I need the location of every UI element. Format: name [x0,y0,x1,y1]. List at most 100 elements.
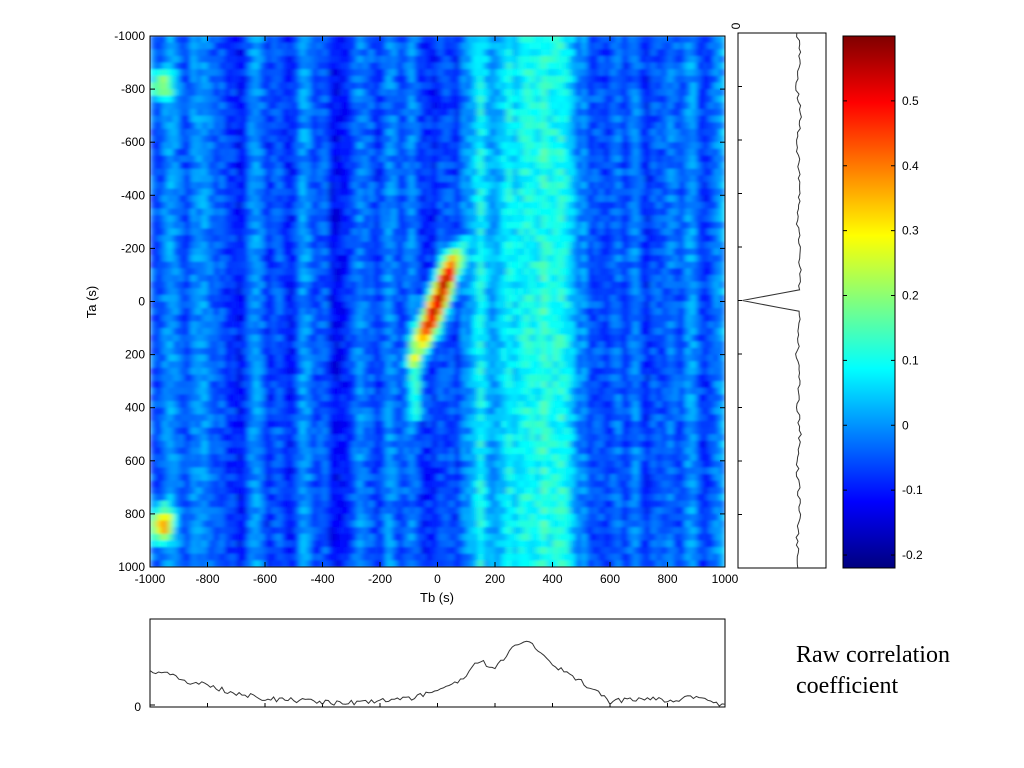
heatmap-cell [650,82,657,90]
heatmap-cell [219,148,226,157]
heatmap-cell [506,69,513,77]
heatmap-cell [621,314,628,323]
heatmap-cell [512,148,519,157]
heatmap-cell [213,221,220,230]
heatmap-cell [253,142,260,150]
heatmap-cell [270,328,278,336]
heatmap-cell [575,328,582,336]
heatmap-cell [587,308,594,316]
heatmap-cell [495,221,502,230]
heatmap-cell [460,241,467,249]
heatmap-cell [598,155,605,163]
heatmap-cell [322,281,329,289]
heatmap-cell [322,148,329,157]
heatmap-cell [431,228,439,236]
heatmap-cell [196,75,203,84]
heatmap-cell [592,215,600,223]
heatmap-cell [633,241,640,249]
heatmap-cell [270,301,278,309]
heatmap-cell [472,235,479,243]
heatmap-cell [328,109,335,117]
heatmap-cell [334,62,341,70]
heatmap-cell [598,122,605,130]
heatmap-cell [489,115,496,123]
heatmap-cell [299,109,306,117]
heatmap-cell [638,36,646,44]
heatmap-cell [408,228,416,236]
heatmap-cell [719,122,725,130]
heatmap-cell [380,42,387,50]
heatmap-cell [466,274,473,283]
heatmap-cell [713,188,720,196]
heatmap-cell [500,162,508,170]
heatmap-cell [661,221,669,230]
heatmap-cell [443,122,450,130]
heatmap-cell [575,122,582,130]
heatmap-cell [604,301,611,309]
heatmap-cell [621,268,628,276]
heatmap-cell [552,142,559,150]
heatmap-cell [184,115,191,123]
heatmap-cell [391,195,398,203]
heatmap-cell [368,142,375,150]
heatmap-cell [713,261,720,269]
heatmap-cell [633,122,640,130]
heatmap-cell [426,49,433,57]
heatmap-cell [403,148,410,157]
heatmap-cell [167,341,174,349]
heatmap-cell [173,135,180,143]
heatmap-cell [328,328,335,336]
heatmap-cell [535,268,542,276]
heatmap-cell [368,69,375,77]
heatmap-cell [155,168,163,176]
heatmap-cell [535,201,542,210]
heatmap-cell [420,95,427,103]
heatmap-cell [621,308,628,316]
heatmap-cell [190,354,197,362]
heatmap-cell [610,115,617,123]
heatmap-cell [397,268,404,276]
heatmap-cell [374,274,381,283]
heatmap-cell [535,69,542,77]
heatmap-cell [167,314,174,323]
heatmap-cell [431,281,439,289]
heatmap-cell [196,168,203,176]
heatmap-cell [512,168,519,176]
heatmap-cell [282,235,289,243]
heatmap-cell [403,334,410,342]
heatmap-cell [477,201,485,210]
heatmap-cell [500,228,508,236]
heatmap-cell [316,201,324,210]
heatmap-cell [311,95,318,103]
heatmap-cell [190,361,197,369]
heatmap-cell [150,328,157,336]
heatmap-cell [615,221,623,230]
heatmap-cell [673,261,680,269]
heatmap-cell [236,162,243,170]
heatmap-cell [598,49,605,57]
heatmap-cell [575,301,582,309]
heatmap-cell [236,321,243,329]
heatmap-cell [489,195,496,203]
heatmap-cell [569,301,577,309]
heatmap-cell [362,228,370,236]
heatmap-cell [713,255,720,263]
heatmap-cell [351,42,358,50]
heatmap-cell [621,354,628,362]
heatmap-cell [334,168,341,176]
heatmap-cell [684,347,692,356]
heatmap-cell [391,274,398,283]
heatmap-cell [661,95,669,103]
heatmap-cell [150,175,157,183]
heatmap-cell [477,354,485,362]
heatmap-cell [443,36,450,44]
heatmap-cell [420,334,427,342]
heatmap-cell [495,281,502,289]
heatmap-cell [719,201,725,210]
heatmap-cell [201,89,209,97]
heatmap-cell [558,261,565,269]
heatmap-cell [190,188,197,196]
heatmap-cell [426,168,433,176]
heatmap-cell [190,301,197,309]
heatmap-cell [230,228,237,236]
